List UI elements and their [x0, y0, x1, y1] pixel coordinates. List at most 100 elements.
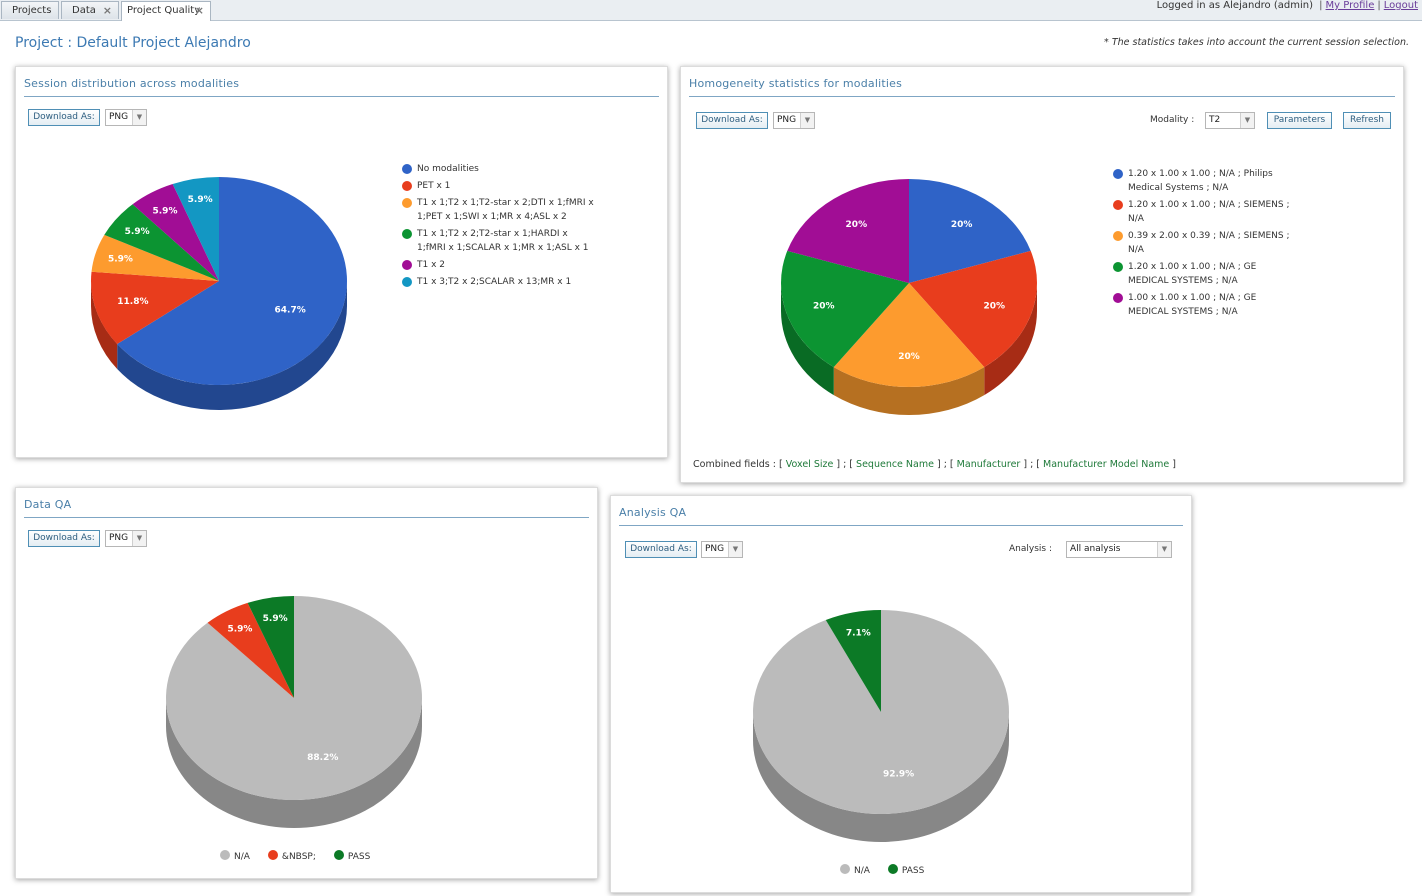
- pie-slice-side: [166, 698, 422, 828]
- legend-dot-icon: [1113, 169, 1123, 179]
- legend-item[interactable]: 1.20 x 1.00 x 1.00 ; N/A ; GE MEDICAL SY…: [1113, 260, 1293, 288]
- panel-title: Homogeneity statistics for modalities: [689, 77, 903, 90]
- chevron-down-icon: ▼: [800, 113, 814, 128]
- analysis-select[interactable]: All analysis ▼: [1066, 541, 1172, 558]
- download-as-button[interactable]: Download As:: [28, 530, 100, 547]
- pie-slice[interactable]: [117, 177, 348, 385]
- legend-item[interactable]: PET x 1: [402, 179, 597, 193]
- legend-item[interactable]: PASS: [887, 864, 924, 876]
- parameters-button[interactable]: Parameters: [1267, 112, 1332, 129]
- pie-slice[interactable]: [825, 610, 881, 712]
- tab-data[interactable]: Data ×: [61, 1, 119, 19]
- my-profile-link[interactable]: My Profile: [1325, 0, 1375, 11]
- session-pie-chart: 64.7% 11.8% 5.9% 5.9% 5.9% 5.9%: [91, 177, 348, 410]
- modality-select[interactable]: T2 ▼: [1205, 112, 1255, 129]
- legend-item[interactable]: T1 x 3;T2 x 2;SCALAR x 13;MR x 1: [402, 275, 597, 289]
- separator: |: [1377, 0, 1381, 11]
- homogeneity-pie-chart: 20% 20% 20% 20% 20%: [781, 179, 1037, 416]
- close-icon[interactable]: ×: [194, 4, 204, 17]
- combined-field: Voxel Size: [785, 459, 834, 470]
- panel-title: Data QA: [24, 498, 72, 511]
- combined-field: Sequence Name: [856, 459, 934, 470]
- data-qa-pie-chart: 88.2% 5.9% 5.9%: [166, 596, 422, 828]
- pie-slice[interactable]: [787, 179, 909, 283]
- chevron-down-icon: ▼: [132, 531, 146, 546]
- legend-item[interactable]: N/A: [220, 850, 250, 862]
- pie-data-label: 5.9%: [263, 614, 288, 624]
- pie-slice-side: [984, 283, 1037, 396]
- analysis-value: All analysis: [1070, 544, 1121, 554]
- legend-item[interactable]: PASS: [333, 850, 370, 862]
- legend-item[interactable]: 1.20 x 1.00 x 1.00 ; N/A ; Philips Medic…: [1113, 167, 1293, 195]
- legend-item[interactable]: 0.39 x 2.00 x 0.39 ; N/A ; SIEMENS ; N/A: [1113, 229, 1293, 257]
- panel-title: Session distribution across modalities: [24, 77, 240, 90]
- legend-item[interactable]: T1 x 1;T2 x 1;T2-star x 2;DTI x 1;fMRI x…: [402, 196, 597, 224]
- format-select[interactable]: PNG ▼: [701, 541, 743, 558]
- combined-field: Manufacturer: [956, 459, 1021, 470]
- pie-data-label: 92.9%: [883, 770, 914, 780]
- pie-top-group: [753, 610, 1009, 814]
- legend-item[interactable]: T1 x 2: [402, 258, 597, 272]
- format-select[interactable]: PNG ▼: [773, 112, 815, 129]
- analysis-label: Analysis :: [1009, 544, 1052, 554]
- pie-data-label: 5.9%: [125, 227, 150, 237]
- data-qa-legend: N/A &NBSP; PASS: [220, 850, 388, 862]
- panel-divider: [689, 96, 1395, 97]
- legend-item[interactable]: 1.00 x 1.00 x 1.00 ; N/A ; GE MEDICAL SY…: [1113, 291, 1293, 319]
- pie-side-group: [91, 281, 348, 410]
- legend-item[interactable]: 1.20 x 1.00 x 1.00 ; N/A ; SIEMENS ; N/A: [1113, 198, 1293, 226]
- legend-dot-icon: [840, 864, 850, 874]
- download-as-button[interactable]: Download As:: [28, 109, 100, 126]
- pie-slice[interactable]: [833, 283, 985, 387]
- tab-project-quality[interactable]: Project Quality ×: [121, 1, 211, 21]
- pie-slice[interactable]: [207, 602, 294, 698]
- format-value: PNG: [109, 112, 129, 122]
- homogeneity-panel: Homogeneity statistics for modalities Do…: [680, 66, 1404, 483]
- analysis-qa-panel: Analysis QA Download As: PNG ▼ Analysis …: [610, 495, 1192, 893]
- legend-label: T1 x 1;T2 x 2;T2-star x 1;HARDI x 1;fMRI…: [417, 229, 589, 253]
- tab-label: Projects: [12, 5, 52, 16]
- chevron-down-icon: ▼: [1157, 542, 1171, 557]
- chevron-down-icon: ▼: [132, 110, 146, 125]
- pie-top-group: [166, 596, 422, 800]
- pie-data-label: 5.9%: [108, 254, 133, 264]
- pie-label-group: 92.9% 7.1%: [846, 628, 914, 779]
- legend-item[interactable]: No modalities: [402, 162, 597, 176]
- pie-slice-side: [91, 281, 118, 370]
- legend-item[interactable]: N/A: [840, 864, 870, 876]
- legend-item[interactable]: T1 x 1;T2 x 2;T2-star x 1;HARDI x 1;fMRI…: [402, 227, 597, 255]
- pie-slice[interactable]: [781, 250, 909, 368]
- refresh-button[interactable]: Refresh: [1343, 112, 1391, 129]
- pie-slice[interactable]: [104, 204, 219, 281]
- pie-slice[interactable]: [172, 177, 219, 281]
- modality-value: T2: [1209, 115, 1221, 125]
- legend-item[interactable]: &NBSP;: [267, 850, 316, 862]
- pie-data-label: 11.8%: [117, 297, 148, 307]
- format-select[interactable]: PNG ▼: [105, 530, 147, 547]
- separator: |: [1319, 0, 1323, 11]
- logout-link[interactable]: Logout: [1383, 0, 1418, 11]
- format-select[interactable]: PNG ▼: [105, 109, 147, 126]
- pie-slice[interactable]: [909, 179, 1031, 283]
- legend-label: 1.20 x 1.00 x 1.00 ; N/A ; GE MEDICAL SY…: [1128, 262, 1257, 286]
- pie-slice[interactable]: [132, 184, 219, 281]
- close-icon[interactable]: ×: [102, 4, 112, 17]
- legend-dot-icon: [402, 198, 412, 208]
- tab-projects[interactable]: Projects: [1, 1, 59, 19]
- legend-label: T1 x 1;T2 x 1;T2-star x 2;DTI x 1;fMRI x…: [417, 198, 594, 222]
- tab-label: Data: [72, 5, 96, 16]
- legend-dot-icon: [1113, 231, 1123, 241]
- download-as-button[interactable]: Download As:: [696, 112, 768, 129]
- legend-label: 0.39 x 2.00 x 0.39 ; N/A ; SIEMENS ; N/A: [1128, 231, 1290, 255]
- analysis-qa-legend: N/A PASS: [840, 864, 942, 876]
- combined-prefix: Combined fields :: [693, 459, 776, 470]
- legend-label: &NBSP;: [281, 852, 316, 862]
- download-as-button[interactable]: Download As:: [625, 541, 697, 558]
- pie-data-label: 20%: [813, 301, 835, 311]
- legend-label: PET x 1: [417, 181, 451, 191]
- pie-slice[interactable]: [91, 234, 219, 281]
- pie-data-label: 64.7%: [275, 306, 306, 316]
- pie-slice[interactable]: [91, 271, 219, 345]
- pie-slice[interactable]: [247, 596, 294, 698]
- pie-slice[interactable]: [909, 250, 1037, 368]
